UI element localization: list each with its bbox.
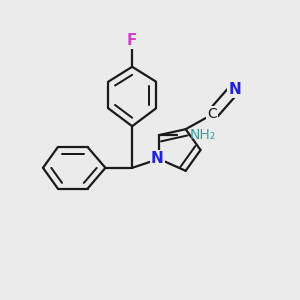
Text: F: F <box>127 32 137 47</box>
Text: C: C <box>208 107 217 121</box>
Text: N: N <box>151 152 164 166</box>
Text: NH₂: NH₂ <box>190 128 216 142</box>
Text: N: N <box>228 82 241 97</box>
